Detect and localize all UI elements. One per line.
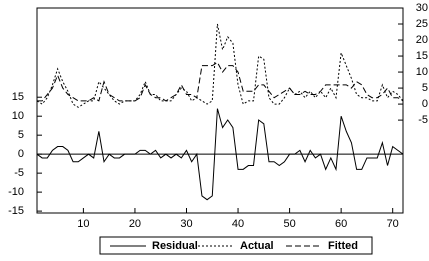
y-tick-label: -15: [8, 205, 24, 217]
plot-frame: [36, 7, 404, 214]
x-tick-label: 40: [232, 218, 244, 230]
legend-label: Actual: [240, 240, 274, 252]
legend-label: Fitted: [328, 240, 358, 252]
y2-tick-label: 30: [416, 2, 428, 14]
y2-tick-label: 10: [416, 66, 428, 78]
legend-box: [99, 236, 373, 255]
y2-tick-label: -5: [418, 114, 428, 126]
series-line: [36, 108, 404, 201]
y-tick-label: -5: [14, 167, 24, 179]
y2-tick-label: 25: [416, 18, 428, 30]
y-tick-label: 0: [18, 148, 24, 160]
y2-tick-label: 0: [422, 98, 428, 110]
x-tick-label: 20: [129, 218, 141, 230]
y2-tick-label: 20: [416, 34, 428, 46]
series-line: [37, 61, 404, 102]
x-tick-label: 30: [180, 218, 192, 230]
y-tick-label: 15: [12, 91, 24, 103]
series-line: [36, 23, 404, 108]
y-tick-label: -10: [8, 186, 24, 198]
legend-label: Residual: [152, 240, 198, 252]
x-tick-label: 10: [77, 218, 89, 230]
x-tick-label: 60: [335, 218, 347, 230]
y-tick-label: 10: [12, 110, 24, 122]
x-tick-label: 70: [387, 218, 399, 230]
y2-tick-label: 15: [416, 50, 428, 62]
y2-tick-label: 5: [422, 82, 428, 94]
x-tick-label: 50: [283, 218, 295, 230]
y-tick-label: 5: [18, 129, 24, 141]
